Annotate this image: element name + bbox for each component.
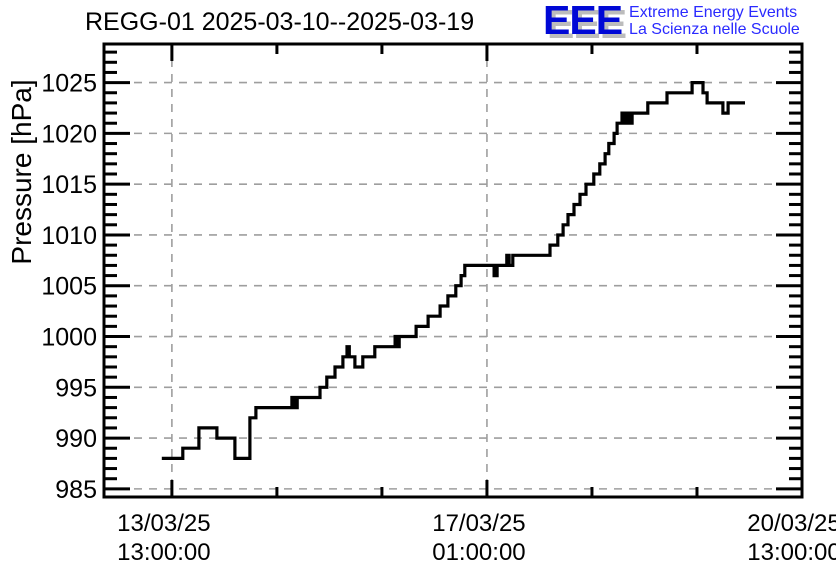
x-tick-date-label: 20/03/25 [747, 510, 836, 537]
eee-logo-line1: Extreme Energy Events [629, 4, 798, 21]
chart-title: REGG-01 2025-03-10--2025-03-19 [85, 8, 475, 36]
plot-frame [102, 42, 804, 499]
x-tick-date-label: 17/03/25 [432, 510, 525, 537]
eee-logo-line2: La Scienza nelle Scuole [629, 21, 800, 38]
y-tick-label: 985 [55, 476, 97, 504]
y-tick-label: 1000 [41, 324, 97, 352]
x-tick-time-label: 13:00:00 [747, 539, 836, 566]
y-tick-label: 1005 [41, 273, 97, 301]
y-tick-label: 1010 [41, 222, 97, 250]
eee-logo-acronym: EEE [543, 0, 623, 43]
x-tick-time-label: 01:00:00 [432, 539, 525, 566]
y-tick-label: 1020 [41, 120, 97, 148]
x-tick-date-label: 13/03/25 [117, 510, 210, 537]
eee-logo: EEE Extreme Energy Events La Scienza nel… [543, 0, 800, 43]
x-tick-time-label: 13:00:00 [117, 539, 210, 566]
y-tick-label: 1015 [41, 171, 97, 199]
pressure-step-line [161, 81, 745, 460]
y-tick-label: 1025 [41, 70, 97, 98]
y-tick-label: 995 [55, 374, 97, 402]
y-tick-label: 990 [55, 425, 97, 453]
eee-logo-text: Extreme Energy Events La Scienza nelle S… [629, 4, 800, 38]
